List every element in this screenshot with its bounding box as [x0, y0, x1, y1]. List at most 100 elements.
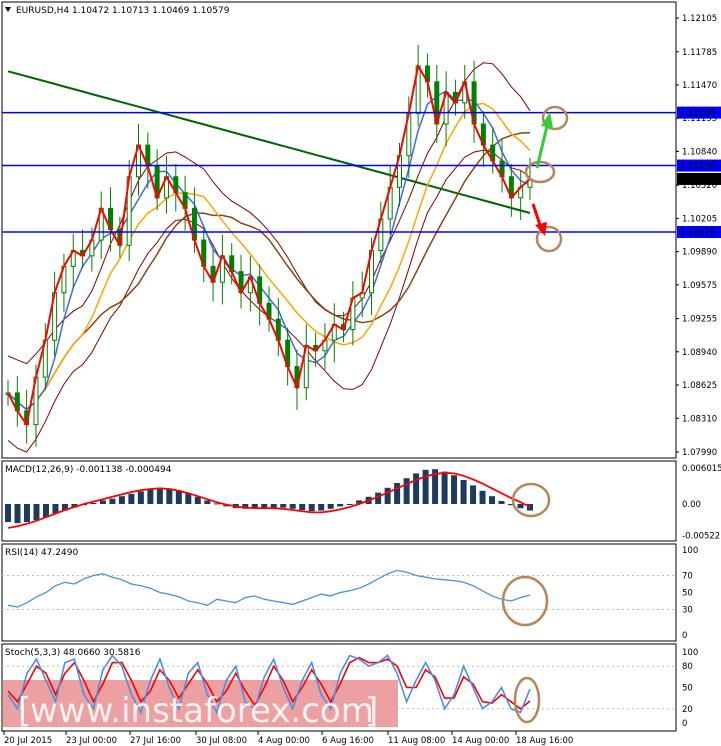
- macd-bar: [5, 504, 11, 522]
- stoch-y-tick: 20: [682, 705, 693, 715]
- y-tick-label: 1.09255: [682, 315, 717, 325]
- macd-bar: [470, 485, 477, 504]
- macd-bar: [261, 504, 268, 509]
- rsi-y-tick: 70: [682, 572, 693, 582]
- y-tick-label: 1.08310: [682, 414, 717, 424]
- main-chart-title: EURUSD,H4 1.10472 1.10713 1.10469 1.1057…: [16, 6, 230, 16]
- x-tick-label: 20 Jul 2015: [4, 736, 52, 746]
- macd-bar: [156, 487, 163, 504]
- x-tick-label: 18 Aug 16:00: [516, 736, 573, 746]
- x-tick-label: 4 Aug 00:00: [258, 736, 310, 746]
- arrow-down-head: [535, 222, 547, 236]
- y-tick-label: 1.11470: [682, 81, 717, 91]
- annotation-circle-target-up: [541, 105, 569, 131]
- macd-bar: [356, 500, 363, 504]
- macd-bar: [375, 492, 382, 504]
- macd-y-tick: -0.005221: [682, 531, 721, 541]
- annotation-circle-macd: [511, 482, 551, 518]
- macd-bar: [517, 504, 524, 509]
- price-line: [7, 63, 531, 428]
- macd-bar: [489, 496, 496, 504]
- y-tick-label: 1.09890: [682, 248, 717, 258]
- y-tick-label: 1.07990: [682, 448, 717, 458]
- panel-frame-0: [1, 1, 677, 459]
- y-tick-label: 1.08625: [682, 381, 717, 391]
- level-price-label: 1.11208: [680, 109, 715, 119]
- annotation-circle-stoch: [513, 676, 541, 724]
- macd-bar: [508, 504, 515, 506]
- macd-bar: [280, 504, 287, 508]
- macd-bar: [394, 483, 401, 504]
- y-tick-label: 1.10840: [682, 147, 717, 157]
- macd-y-tick: 0.006015: [682, 464, 721, 474]
- annotation-circle-level: [524, 160, 556, 184]
- macd-bar: [337, 504, 344, 507]
- macd-bar: [166, 488, 173, 504]
- y-tick-label: 1.08940: [682, 348, 717, 358]
- x-tick-label: 14 Aug 00:00: [452, 736, 509, 746]
- x-tick-label: 30 Jul 08:00: [196, 736, 247, 746]
- macd-bar: [403, 478, 410, 504]
- rsi-line: [7, 569, 531, 608]
- y-tick-label: 1.09575: [682, 281, 717, 291]
- macd-bar: [213, 503, 220, 505]
- macd-bar: [147, 489, 154, 504]
- macd-bar: [299, 504, 306, 510]
- y-tick-label: 1.10205: [682, 214, 717, 224]
- stoch-y-tick: 100: [682, 648, 698, 658]
- ma-mid-line: [7, 102, 531, 411]
- annotation-circle-rsi: [501, 575, 549, 627]
- rsi-y-tick: 0: [682, 631, 687, 641]
- macd-bar: [118, 496, 125, 504]
- rsi-y-tick: 30: [682, 606, 693, 616]
- macd-bar: [251, 504, 258, 509]
- current-price-tag: [677, 172, 721, 185]
- level-price-tag: [677, 226, 721, 239]
- macd-bar: [71, 504, 78, 508]
- macd-bar: [99, 500, 106, 504]
- stoch-y-tick: 0: [682, 719, 687, 729]
- macd-bar: [194, 496, 201, 504]
- ma-slow-line: [7, 131, 531, 411]
- rsi-title: RSI(14) 47.2490: [5, 548, 78, 558]
- macd-bar: [422, 469, 429, 504]
- macd-bar: [498, 501, 505, 504]
- arrow-up-head: [541, 112, 553, 128]
- watermark-bracket-right: ]: [365, 691, 378, 731]
- rsi-y-tick: 100: [682, 546, 698, 556]
- macd-bar: [384, 487, 391, 504]
- x-tick-label: 11 Aug 08:00: [388, 736, 445, 746]
- macd-bar: [14, 504, 21, 524]
- level-price-tag: [677, 159, 721, 172]
- ma-long-line: [7, 70, 531, 214]
- macd-bar: [242, 504, 249, 509]
- macd-y-tick: 0.00: [682, 500, 701, 510]
- stoch-main-line: [7, 654, 531, 715]
- macd-bar: [52, 504, 59, 514]
- macd-bar: [441, 471, 448, 504]
- stoch-y-tick: 50: [682, 684, 693, 694]
- macd-title: MACD(12,26,9) -0.001138 -0.000494: [5, 465, 172, 475]
- arrow-up-line: [535, 121, 550, 169]
- macd-bar: [451, 475, 458, 504]
- macd-bar: [432, 469, 439, 504]
- macd-bar: [61, 504, 68, 511]
- macd-bar: [137, 491, 144, 504]
- macd-bar: [527, 504, 533, 511]
- macd-bar: [128, 493, 135, 504]
- macd-bar: [479, 490, 486, 504]
- macd-bar: [204, 500, 211, 504]
- annotation-circle-target-down: [535, 225, 563, 253]
- watermark-bracket-left: [: [18, 691, 31, 731]
- x-tick-label: 6 Aug 16:00: [322, 736, 374, 746]
- macd-bar: [90, 502, 97, 504]
- rsi-y-tick: 50: [682, 589, 693, 599]
- dropdown-icon: [5, 7, 11, 12]
- macd-bar: [185, 493, 192, 504]
- y-tick-label: 1.11785: [682, 48, 717, 58]
- macd-bar: [308, 504, 315, 512]
- level-price-label: 1.10706: [680, 162, 715, 172]
- macd-bar: [289, 504, 296, 509]
- macd-bar: [109, 498, 116, 504]
